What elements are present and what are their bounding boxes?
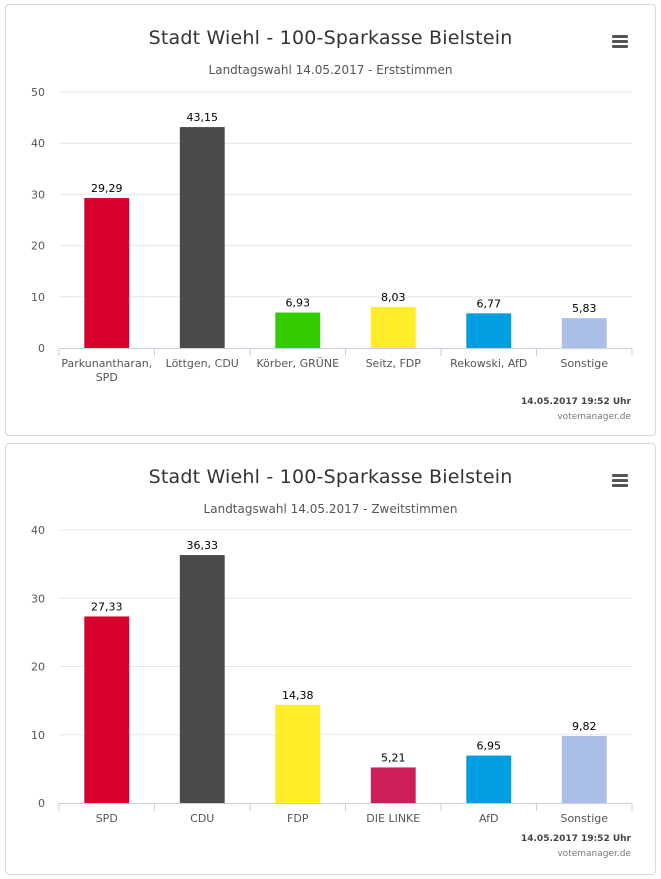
bar bbox=[561, 735, 607, 803]
data-label: 5,21 bbox=[381, 751, 406, 764]
bar-chart-zweitstimmen: 0 10 20 30 40 27,33 SPD 36,33 CDU 14,38 FDP 5,21 DIE… bbox=[31, 524, 633, 825]
data-label: 8,03 bbox=[381, 291, 406, 304]
x-tick-label: SPD bbox=[96, 371, 118, 384]
data-label: 36,33 bbox=[187, 539, 219, 552]
data-label: 14,38 bbox=[282, 689, 314, 702]
data-label: 6,93 bbox=[286, 297, 311, 310]
x-tick-label: DIE LINKE bbox=[366, 812, 420, 825]
data-label: 27,33 bbox=[91, 600, 123, 613]
y-tick-label: 40 bbox=[31, 524, 45, 537]
bar-chart-erststimmen: 0 10 20 30 40 50 29,29 Parkunantharan,SPD 43,15 L… bbox=[31, 86, 633, 384]
bar bbox=[370, 767, 416, 803]
chart-title: Stadt Wiehl - 100-Sparkasse Bielstein bbox=[148, 466, 513, 488]
y-tick-label: 20 bbox=[31, 661, 45, 674]
x-tick-label: AfD bbox=[479, 812, 498, 825]
x-tick-label: Seitz, FDP bbox=[366, 357, 422, 370]
y-tick-label: 10 bbox=[31, 291, 45, 304]
chart-title: Stadt Wiehl - 100-Sparkasse Bielstein bbox=[148, 27, 513, 49]
bar bbox=[370, 306, 416, 348]
credit-link[interactable]: votemanager.de bbox=[557, 849, 631, 859]
data-label: 43,15 bbox=[187, 111, 219, 124]
bar bbox=[84, 198, 130, 348]
data-label: 6,95 bbox=[477, 740, 502, 753]
y-tick-label: 10 bbox=[31, 729, 45, 742]
y-tick-label: 20 bbox=[31, 240, 45, 253]
data-label: 9,82 bbox=[572, 720, 597, 733]
chart-subtitle: Landtagswahl 14.05.2017 - Zweitstimmen bbox=[203, 502, 458, 516]
x-tick-label: Löttgen, CDU bbox=[166, 357, 239, 370]
data-label: 5,83 bbox=[572, 302, 597, 315]
credit-timestamp: 14.05.2017 19:52 Uhr bbox=[520, 397, 631, 407]
bar bbox=[466, 313, 512, 348]
bar bbox=[275, 704, 321, 803]
y-tick-label: 30 bbox=[31, 592, 45, 605]
bar bbox=[275, 312, 321, 348]
x-tick-label: Sonstige bbox=[560, 357, 608, 370]
bar bbox=[466, 755, 512, 803]
hamburger-menu-icon[interactable] bbox=[612, 474, 628, 487]
hamburger-menu-icon[interactable] bbox=[612, 35, 628, 48]
y-tick-label: 0 bbox=[38, 342, 45, 355]
chart-panel-erststimmen: Stadt Wiehl - 100-Sparkasse Bielstein La… bbox=[5, 4, 656, 436]
x-tick-label: FDP bbox=[287, 812, 309, 825]
x-tick-label: Rekowski, AfD bbox=[450, 357, 527, 370]
data-label: 6,77 bbox=[477, 297, 502, 310]
y-tick-label: 30 bbox=[31, 188, 45, 201]
x-tick-label: Parkunantharan, bbox=[61, 357, 152, 370]
bar bbox=[561, 318, 607, 348]
chart-subtitle: Landtagswahl 14.05.2017 - Erststimmen bbox=[208, 63, 453, 77]
bar bbox=[179, 555, 225, 803]
chart-panel-zweitstimmen: Stadt Wiehl - 100-Sparkasse Bielstein La… bbox=[5, 443, 656, 875]
y-tick-label: 50 bbox=[31, 86, 45, 99]
x-tick-label: CDU bbox=[190, 812, 214, 825]
x-tick-label: Körber, GRÜNE bbox=[256, 357, 339, 370]
bar bbox=[179, 127, 225, 349]
x-tick-label: Sonstige bbox=[560, 812, 608, 825]
y-tick-label: 40 bbox=[31, 137, 45, 150]
y-tick-label: 0 bbox=[38, 797, 45, 810]
x-tick-label: SPD bbox=[96, 812, 118, 825]
bar bbox=[84, 616, 130, 803]
credit-link[interactable]: votemanager.de bbox=[557, 412, 631, 422]
credit-timestamp: 14.05.2017 19:52 Uhr bbox=[520, 834, 631, 844]
data-label: 29,29 bbox=[91, 182, 123, 195]
